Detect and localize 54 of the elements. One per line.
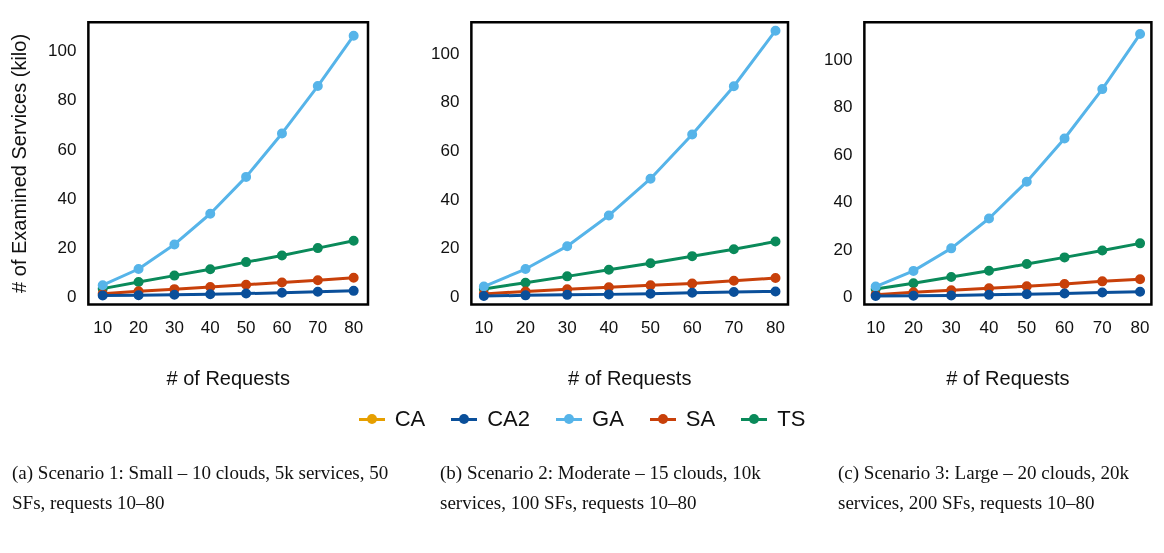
y-tick-label: 100: [430, 43, 460, 63]
x-tick-label: 10: [866, 318, 886, 338]
x-tick-label: 30: [941, 318, 961, 338]
x-tick-label: 70: [724, 318, 744, 338]
y-tick-label: 0: [842, 287, 853, 307]
y-axis-title: # of Examined Services (kilo): [7, 33, 30, 293]
x-tick-label: 60: [272, 318, 292, 338]
x-tick-label: 50: [236, 318, 256, 338]
y-tick-label: 60: [833, 144, 853, 164]
y-tick-label: 40: [440, 189, 460, 209]
legend-label: SA: [685, 406, 716, 432]
x-tick-label: 70: [308, 318, 328, 338]
x-tick-label: 40: [599, 318, 619, 338]
y-tick-label: 0: [66, 286, 77, 306]
legend-label: GA: [592, 406, 624, 432]
x-tick-label: 20: [129, 318, 149, 338]
y-tick-label: 80: [57, 90, 77, 110]
text: (a) Scenario 1: Small – 10 clouds, 5k services, 50 SFs, requests 10–80: [12, 461, 390, 515]
y-tick-label: 100: [47, 41, 77, 61]
x-tick-label: 30: [164, 318, 184, 338]
x-tick-label: 80: [344, 318, 364, 338]
y-tick-label: 80: [440, 92, 460, 112]
x-tick-label: 60: [682, 318, 702, 338]
x-tick-label: 50: [1017, 318, 1037, 338]
x-tick-label: 20: [516, 318, 535, 338]
x-tick-label: 50: [641, 318, 660, 338]
x-tick-label: 40: [200, 318, 220, 338]
y-tick-label: 40: [833, 192, 853, 212]
legend-label: TS: [777, 406, 806, 432]
y-tick-label: 60: [440, 140, 460, 160]
text: (c) Scenario 3: Large – 20 clouds, 20k services, 200 SFs, requests 10–80: [838, 461, 1130, 515]
y-tick-label: 0: [449, 286, 460, 306]
x-tick-label: 70: [1092, 318, 1112, 338]
y-tick-label: 20: [57, 237, 77, 257]
legend-label: CA: [394, 406, 426, 432]
x-tick-label: 40: [979, 318, 999, 338]
x-tick-label: 20: [904, 318, 923, 338]
y-tick-label: 40: [57, 188, 77, 208]
x-axis-title: # of Requests: [166, 366, 290, 389]
x-tick-label: 60: [1055, 318, 1074, 338]
y-tick-label: 20: [833, 239, 853, 259]
x-tick-label: 30: [557, 318, 577, 338]
x-tick-label: 10: [93, 318, 113, 338]
legend-label: CA2: [487, 406, 531, 432]
x-axis-title: # of Requests: [567, 366, 692, 389]
x-tick-label: 10: [474, 318, 494, 338]
y-tick-label: 60: [57, 139, 77, 159]
y-tick-label: 20: [440, 238, 460, 258]
x-axis-title: # of Requests: [946, 366, 1070, 389]
y-tick-label: 100: [823, 49, 853, 69]
y-tick-label: 80: [833, 97, 853, 117]
x-tick-label: 80: [1130, 318, 1150, 338]
x-tick-label: 80: [766, 318, 785, 338]
text: (b) Scenario 2: Moderate – 15 clouds, 10k services, 100 SFs, requests 10–80: [440, 461, 762, 515]
